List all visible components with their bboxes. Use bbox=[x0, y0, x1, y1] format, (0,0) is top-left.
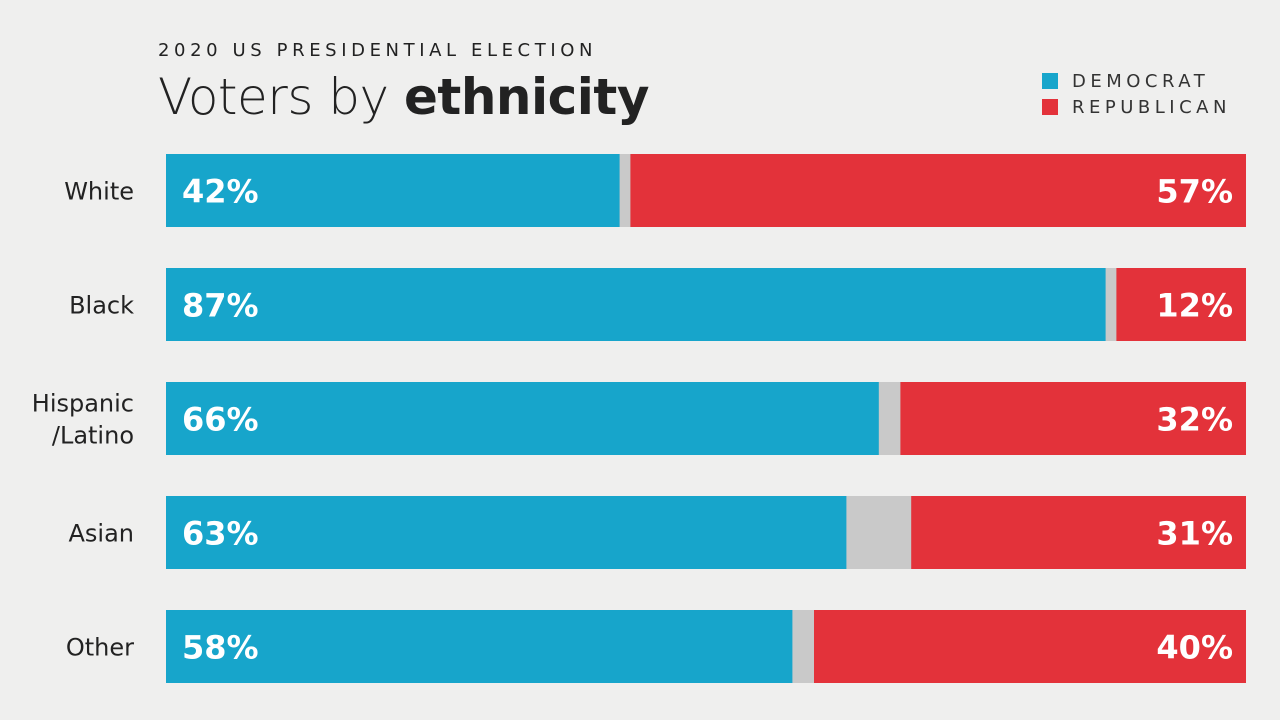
legend-label: REPUBLICAN bbox=[1072, 96, 1231, 118]
value-label-democrat: 87% bbox=[182, 287, 259, 325]
bar-democrat bbox=[166, 496, 847, 569]
title-light: Voters by bbox=[158, 68, 405, 126]
value-label-democrat: 66% bbox=[182, 401, 259, 439]
category-label: Black bbox=[69, 292, 134, 320]
category-label: White bbox=[64, 178, 134, 206]
category-label: Other bbox=[66, 634, 134, 662]
chart-title: Voters by ethnicity bbox=[158, 68, 649, 126]
value-label-republican: 57% bbox=[1156, 173, 1233, 211]
legend-item-democrat: DEMOCRAT bbox=[1042, 68, 1231, 94]
bar-democrat bbox=[166, 382, 879, 455]
bar-republican bbox=[911, 496, 1246, 569]
category-label: /Latino bbox=[52, 422, 134, 450]
value-label-democrat: 63% bbox=[182, 515, 259, 553]
bar-republican bbox=[630, 154, 1246, 227]
legend-swatch-republican bbox=[1042, 99, 1058, 115]
value-label-republican: 32% bbox=[1156, 401, 1233, 439]
bar-republican bbox=[814, 610, 1246, 683]
chart-subtitle: 2020 US PRESIDENTIAL ELECTION bbox=[158, 40, 598, 61]
legend-item-republican: REPUBLICAN bbox=[1042, 94, 1231, 120]
value-label-republican: 12% bbox=[1156, 287, 1233, 325]
bar-democrat bbox=[166, 610, 793, 683]
bar-democrat bbox=[166, 268, 1106, 341]
title-bold: ethnicity bbox=[404, 68, 649, 126]
category-label: Hispanic bbox=[32, 390, 134, 418]
value-label-republican: 40% bbox=[1156, 629, 1233, 667]
legend: DEMOCRAT REPUBLICAN bbox=[1042, 68, 1231, 120]
legend-swatch-democrat bbox=[1042, 73, 1058, 89]
legend-label: DEMOCRAT bbox=[1072, 70, 1210, 92]
bar-democrat bbox=[166, 154, 620, 227]
category-label: Asian bbox=[68, 520, 134, 548]
value-label-democrat: 42% bbox=[182, 173, 259, 211]
bar-republican bbox=[900, 382, 1246, 455]
value-label-republican: 31% bbox=[1156, 515, 1233, 553]
value-label-democrat: 58% bbox=[182, 629, 259, 667]
bar-republican bbox=[1116, 268, 1246, 341]
